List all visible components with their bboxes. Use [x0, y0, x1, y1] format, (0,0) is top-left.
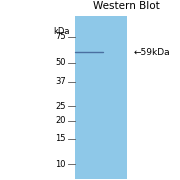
Text: kDa: kDa	[53, 27, 69, 36]
Text: 25: 25	[55, 102, 66, 111]
Text: 50: 50	[55, 58, 66, 67]
Text: 20: 20	[55, 116, 66, 125]
Text: 37: 37	[55, 77, 66, 86]
Text: 10: 10	[55, 160, 66, 169]
Text: Western Blot: Western Blot	[93, 1, 160, 11]
Text: 75: 75	[55, 32, 66, 41]
Text: ←59kDa: ←59kDa	[134, 48, 170, 57]
FancyBboxPatch shape	[75, 15, 127, 179]
Text: 15: 15	[55, 134, 66, 143]
